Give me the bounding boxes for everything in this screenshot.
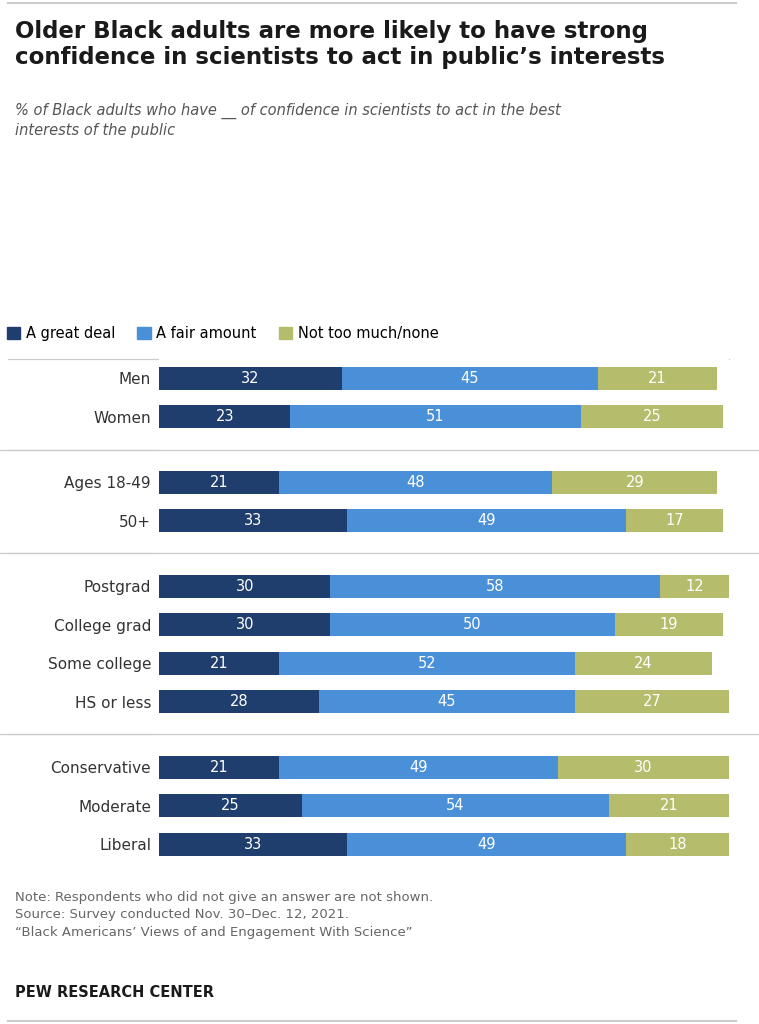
Text: 21: 21 [209, 475, 228, 489]
Text: 23: 23 [216, 410, 234, 424]
Bar [342, 367, 598, 390]
Bar [159, 690, 319, 714]
Text: 21: 21 [660, 798, 679, 813]
Text: 12: 12 [685, 579, 704, 594]
Bar [279, 756, 558, 778]
Text: 58: 58 [486, 579, 505, 594]
Bar [330, 574, 660, 598]
Bar [581, 406, 723, 428]
Text: 21: 21 [648, 371, 667, 386]
Legend: A great deal, A fair amount, Not too much/none: A great deal, A fair amount, Not too muc… [8, 326, 438, 341]
Bar [159, 794, 302, 817]
Bar [575, 690, 729, 714]
Text: 45: 45 [438, 694, 456, 710]
Bar [302, 794, 609, 817]
Text: 49: 49 [409, 760, 427, 774]
Bar [159, 833, 347, 856]
Text: 54: 54 [446, 798, 465, 813]
Bar [660, 574, 729, 598]
Bar [159, 471, 279, 494]
Text: 30: 30 [235, 579, 254, 594]
Text: 30: 30 [235, 617, 254, 632]
Text: 49: 49 [477, 837, 496, 852]
Bar [626, 833, 729, 856]
Text: 32: 32 [241, 371, 260, 386]
Bar [159, 756, 279, 778]
Text: 25: 25 [221, 798, 240, 813]
Text: 18: 18 [668, 837, 687, 852]
Text: 50: 50 [463, 617, 482, 632]
Bar [552, 471, 717, 494]
Bar [159, 509, 347, 532]
Text: % of Black adults who have __ of confidence in scientists to act in the best
int: % of Black adults who have __ of confide… [15, 102, 561, 138]
Text: 29: 29 [625, 475, 644, 489]
Bar [615, 613, 723, 636]
Text: 24: 24 [634, 655, 653, 671]
Bar [319, 690, 575, 714]
Bar [159, 613, 330, 636]
Text: 28: 28 [230, 694, 248, 710]
Text: 33: 33 [244, 837, 263, 852]
Text: 33: 33 [244, 513, 263, 528]
Bar [347, 509, 626, 532]
Text: 17: 17 [665, 513, 684, 528]
Text: 30: 30 [634, 760, 653, 774]
Text: 49: 49 [477, 513, 496, 528]
Bar [626, 509, 723, 532]
Text: PEW RESEARCH CENTER: PEW RESEARCH CENTER [15, 985, 214, 1000]
Text: 27: 27 [642, 694, 661, 710]
Bar [575, 651, 712, 675]
Text: 51: 51 [427, 410, 445, 424]
Bar [330, 613, 615, 636]
Text: 25: 25 [642, 410, 661, 424]
Bar [347, 833, 626, 856]
Text: 19: 19 [660, 617, 678, 632]
Bar [609, 794, 729, 817]
Text: Note: Respondents who did not give an answer are not shown.
Source: Survey condu: Note: Respondents who did not give an an… [15, 891, 433, 939]
Bar [279, 471, 553, 494]
Text: 52: 52 [417, 655, 436, 671]
Bar [159, 406, 290, 428]
Bar [159, 367, 342, 390]
Text: Older Black adults are more likely to have strong
confidence in scientists to ac: Older Black adults are more likely to ha… [15, 20, 665, 70]
Text: 21: 21 [209, 760, 228, 774]
Bar [558, 756, 729, 778]
Bar [290, 406, 581, 428]
Bar [159, 574, 330, 598]
Bar [598, 367, 717, 390]
Text: 48: 48 [406, 475, 425, 489]
Text: 21: 21 [209, 655, 228, 671]
Bar [279, 651, 575, 675]
Text: 45: 45 [461, 371, 479, 386]
Bar [159, 651, 279, 675]
